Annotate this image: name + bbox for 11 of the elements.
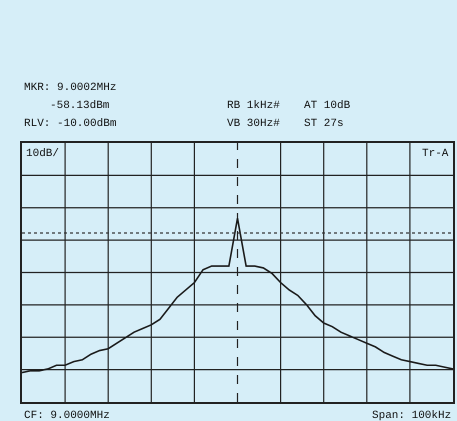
text: RB 1kHz#	[227, 100, 280, 112]
text: CF: 9.0000MHz	[24, 410, 110, 421]
text: Span: 100kHz	[372, 410, 452, 421]
text: -58.13dBm	[50, 100, 110, 112]
text: 10dB/	[26, 148, 60, 160]
text: Tr-A	[422, 148, 449, 160]
text: VB 30Hz#	[227, 118, 280, 130]
text: ST 27s	[304, 118, 344, 130]
text: MKR: 9.0002MHz	[24, 82, 116, 94]
text: AT 10dB	[304, 100, 351, 112]
text: RLV: -10.00dBm	[24, 118, 117, 130]
